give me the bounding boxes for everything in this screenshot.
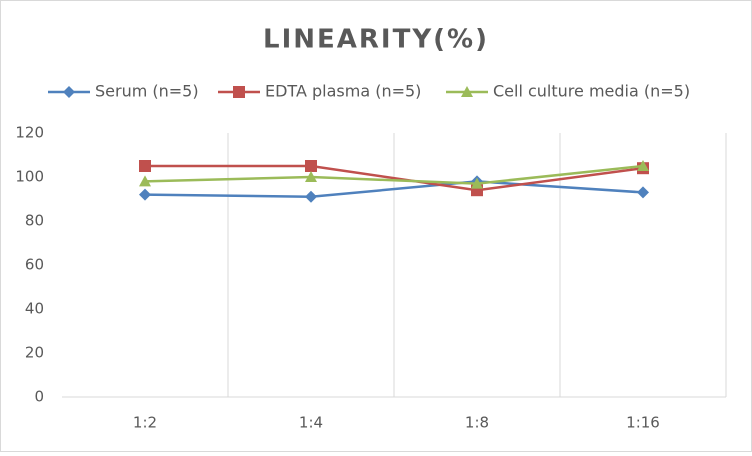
marker	[139, 188, 151, 201]
marker	[461, 86, 473, 97]
marker	[233, 86, 245, 98]
marker	[305, 160, 317, 172]
y-tick-label: 80	[25, 212, 44, 230]
marker	[471, 177, 483, 189]
legend-label: Serum (n=5)	[95, 82, 199, 101]
marker	[305, 171, 317, 182]
x-tick-label: 1:16	[626, 414, 660, 432]
y-tick-label: 120	[15, 124, 44, 142]
y-tick-label: 60	[25, 256, 44, 274]
chart-title: LINEARITY(%)	[263, 25, 489, 55]
y-tick-label: 20	[25, 344, 44, 362]
legend-label: Cell culture media (n=5)	[493, 82, 690, 101]
series-line	[144, 164, 644, 185]
y-tick-label: 40	[25, 300, 44, 318]
marker	[63, 86, 75, 98]
legend-label: EDTA plasma (n=5)	[265, 82, 421, 101]
marker	[637, 160, 649, 171]
marker	[139, 175, 151, 187]
x-tick-label: 1:4	[299, 414, 323, 432]
marker	[139, 160, 151, 172]
marker	[305, 190, 317, 203]
series-line	[145, 164, 644, 192]
x-tick-label: 1:8	[465, 414, 489, 432]
x-tick-label: 1:2	[133, 414, 157, 432]
series-line	[144, 180, 644, 199]
y-tick-label: 100	[15, 168, 44, 186]
marker	[637, 186, 649, 199]
y-tick-label: 0	[34, 388, 44, 406]
